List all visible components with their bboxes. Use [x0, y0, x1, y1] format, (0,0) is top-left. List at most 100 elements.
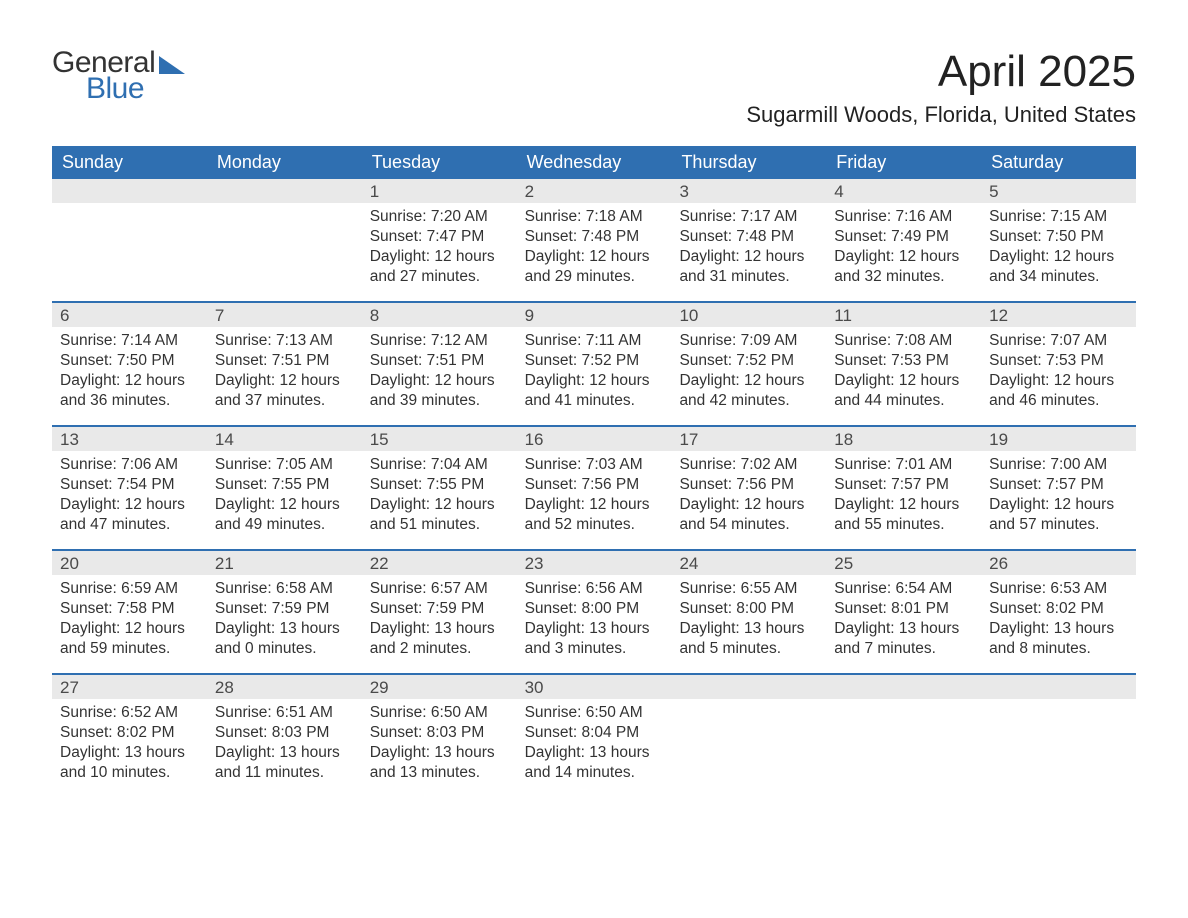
sunrise-line: Sunrise: 6:55 AM: [679, 579, 818, 599]
sunset-line: Sunset: 7:56 PM: [525, 475, 664, 495]
logo-word-blue: Blue: [86, 74, 185, 104]
cell-body: Sunrise: 6:50 AMSunset: 8:04 PMDaylight:…: [517, 699, 672, 789]
day-number: .: [207, 179, 362, 203]
daylight-line: Daylight: 12 hours and 42 minutes.: [679, 371, 818, 411]
day-number: 23: [517, 551, 672, 575]
sunset-line: Sunset: 8:00 PM: [679, 599, 818, 619]
sunset-line: Sunset: 7:51 PM: [370, 351, 509, 371]
weekday-header: Saturday: [981, 146, 1136, 179]
calendar-cell: 10Sunrise: 7:09 AMSunset: 7:52 PMDayligh…: [671, 303, 826, 425]
calendar-cell: 9Sunrise: 7:11 AMSunset: 7:52 PMDaylight…: [517, 303, 672, 425]
daylight-line: Daylight: 12 hours and 37 minutes.: [215, 371, 354, 411]
day-number: 11: [826, 303, 981, 327]
sunrise-line: Sunrise: 6:59 AM: [60, 579, 199, 599]
day-number: 26: [981, 551, 1136, 575]
cell-body: Sunrise: 6:51 AMSunset: 8:03 PMDaylight:…: [207, 699, 362, 789]
cell-body: Sunrise: 7:16 AMSunset: 7:49 PMDaylight:…: [826, 203, 981, 293]
sunrise-line: Sunrise: 6:50 AM: [525, 703, 664, 723]
sunrise-line: Sunrise: 6:58 AM: [215, 579, 354, 599]
title-block: April 2025 Sugarmill Woods, Florida, Uni…: [746, 48, 1136, 142]
sunrise-line: Sunrise: 7:08 AM: [834, 331, 973, 351]
cell-body: Sunrise: 7:11 AMSunset: 7:52 PMDaylight:…: [517, 327, 672, 417]
calendar-cell: 24Sunrise: 6:55 AMSunset: 8:00 PMDayligh…: [671, 551, 826, 673]
cell-body: [207, 203, 362, 213]
calendar-cell: .: [981, 675, 1136, 797]
calendar-cell: 28Sunrise: 6:51 AMSunset: 8:03 PMDayligh…: [207, 675, 362, 797]
sunset-line: Sunset: 8:02 PM: [60, 723, 199, 743]
calendar-week: 20Sunrise: 6:59 AMSunset: 7:58 PMDayligh…: [52, 549, 1136, 673]
cell-body: Sunrise: 6:59 AMSunset: 7:58 PMDaylight:…: [52, 575, 207, 665]
sunset-line: Sunset: 7:53 PM: [834, 351, 973, 371]
sunrise-line: Sunrise: 7:14 AM: [60, 331, 199, 351]
daylight-line: Daylight: 12 hours and 57 minutes.: [989, 495, 1128, 535]
sunset-line: Sunset: 8:01 PM: [834, 599, 973, 619]
day-number: 12: [981, 303, 1136, 327]
day-number: 16: [517, 427, 672, 451]
weekday-header: Wednesday: [517, 146, 672, 179]
logo: General Blue: [52, 48, 185, 104]
daylight-line: Daylight: 12 hours and 59 minutes.: [60, 619, 199, 659]
cell-body: Sunrise: 6:54 AMSunset: 8:01 PMDaylight:…: [826, 575, 981, 665]
sunrise-line: Sunrise: 7:07 AM: [989, 331, 1128, 351]
calendar-cell: 3Sunrise: 7:17 AMSunset: 7:48 PMDaylight…: [671, 179, 826, 301]
sunrise-line: Sunrise: 7:01 AM: [834, 455, 973, 475]
calendar-grid: SundayMondayTuesdayWednesdayThursdayFrid…: [52, 146, 1136, 797]
sunset-line: Sunset: 7:54 PM: [60, 475, 199, 495]
sunrise-line: Sunrise: 6:52 AM: [60, 703, 199, 723]
sunrise-line: Sunrise: 6:53 AM: [989, 579, 1128, 599]
cell-body: Sunrise: 6:53 AMSunset: 8:02 PMDaylight:…: [981, 575, 1136, 665]
sunset-line: Sunset: 7:49 PM: [834, 227, 973, 247]
cell-body: Sunrise: 7:01 AMSunset: 7:57 PMDaylight:…: [826, 451, 981, 541]
sunset-line: Sunset: 7:59 PM: [370, 599, 509, 619]
cell-body: Sunrise: 7:05 AMSunset: 7:55 PMDaylight:…: [207, 451, 362, 541]
cell-body: Sunrise: 6:56 AMSunset: 8:00 PMDaylight:…: [517, 575, 672, 665]
cell-body: Sunrise: 7:08 AMSunset: 7:53 PMDaylight:…: [826, 327, 981, 417]
daylight-line: Daylight: 13 hours and 7 minutes.: [834, 619, 973, 659]
daylight-line: Daylight: 13 hours and 13 minutes.: [370, 743, 509, 783]
sunset-line: Sunset: 7:57 PM: [989, 475, 1128, 495]
daylight-line: Daylight: 13 hours and 2 minutes.: [370, 619, 509, 659]
cell-body: Sunrise: 6:57 AMSunset: 7:59 PMDaylight:…: [362, 575, 517, 665]
cell-body: Sunrise: 7:18 AMSunset: 7:48 PMDaylight:…: [517, 203, 672, 293]
cell-body: Sunrise: 6:55 AMSunset: 8:00 PMDaylight:…: [671, 575, 826, 665]
calendar-cell: 23Sunrise: 6:56 AMSunset: 8:00 PMDayligh…: [517, 551, 672, 673]
day-number: 22: [362, 551, 517, 575]
daylight-line: Daylight: 12 hours and 47 minutes.: [60, 495, 199, 535]
sunrise-line: Sunrise: 7:15 AM: [989, 207, 1128, 227]
daylight-line: Daylight: 12 hours and 39 minutes.: [370, 371, 509, 411]
day-number: .: [671, 675, 826, 699]
sunset-line: Sunset: 7:50 PM: [60, 351, 199, 371]
calendar-week: 6Sunrise: 7:14 AMSunset: 7:50 PMDaylight…: [52, 301, 1136, 425]
calendar-cell: 1Sunrise: 7:20 AMSunset: 7:47 PMDaylight…: [362, 179, 517, 301]
sunset-line: Sunset: 7:50 PM: [989, 227, 1128, 247]
cell-body: Sunrise: 7:12 AMSunset: 7:51 PMDaylight:…: [362, 327, 517, 417]
day-number: 2: [517, 179, 672, 203]
sunset-line: Sunset: 7:52 PM: [679, 351, 818, 371]
cell-body: [981, 699, 1136, 709]
cell-body: Sunrise: 7:15 AMSunset: 7:50 PMDaylight:…: [981, 203, 1136, 293]
weekday-header: Sunday: [52, 146, 207, 179]
day-number: 13: [52, 427, 207, 451]
cell-body: Sunrise: 7:07 AMSunset: 7:53 PMDaylight:…: [981, 327, 1136, 417]
calendar-cell: 22Sunrise: 6:57 AMSunset: 7:59 PMDayligh…: [362, 551, 517, 673]
sunset-line: Sunset: 8:03 PM: [370, 723, 509, 743]
day-number: 9: [517, 303, 672, 327]
calendar-cell: 13Sunrise: 7:06 AMSunset: 7:54 PMDayligh…: [52, 427, 207, 549]
sunset-line: Sunset: 8:03 PM: [215, 723, 354, 743]
calendar-cell: 26Sunrise: 6:53 AMSunset: 8:02 PMDayligh…: [981, 551, 1136, 673]
daylight-line: Daylight: 12 hours and 41 minutes.: [525, 371, 664, 411]
cell-body: Sunrise: 7:17 AMSunset: 7:48 PMDaylight:…: [671, 203, 826, 293]
calendar-cell: 17Sunrise: 7:02 AMSunset: 7:56 PMDayligh…: [671, 427, 826, 549]
day-number: 10: [671, 303, 826, 327]
day-number: .: [981, 675, 1136, 699]
day-number: 3: [671, 179, 826, 203]
day-number: 19: [981, 427, 1136, 451]
cell-body: Sunrise: 7:20 AMSunset: 7:47 PMDaylight:…: [362, 203, 517, 293]
weeks-container: ..1Sunrise: 7:20 AMSunset: 7:47 PMDaylig…: [52, 179, 1136, 797]
calendar-cell: .: [826, 675, 981, 797]
day-number: 25: [826, 551, 981, 575]
calendar-cell: 7Sunrise: 7:13 AMSunset: 7:51 PMDaylight…: [207, 303, 362, 425]
sunset-line: Sunset: 7:48 PM: [679, 227, 818, 247]
sunset-line: Sunset: 8:02 PM: [989, 599, 1128, 619]
sunset-line: Sunset: 7:58 PM: [60, 599, 199, 619]
